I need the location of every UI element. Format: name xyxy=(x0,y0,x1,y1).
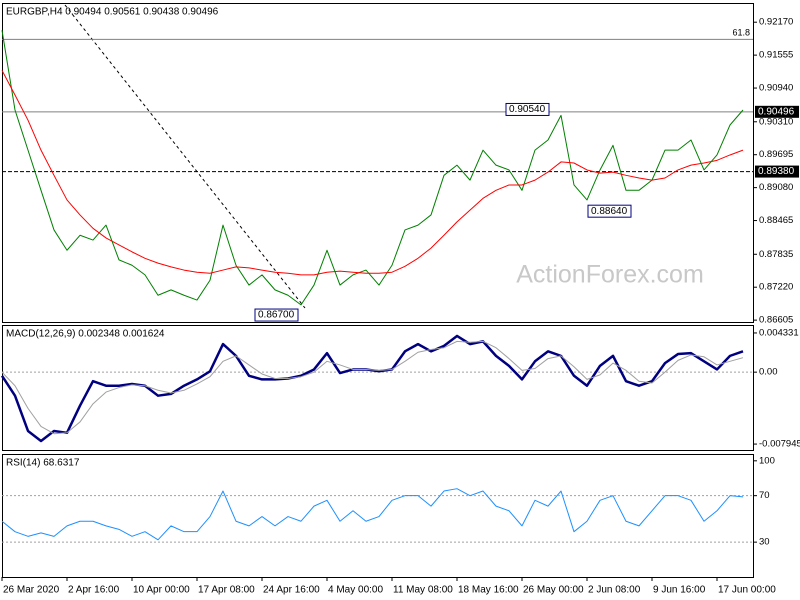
x-tick-label: 17 Apr 08:00 xyxy=(198,585,255,596)
y-tick-label: 0.91555 xyxy=(759,50,793,61)
level-label-box xyxy=(755,165,799,178)
x-tick-label: 2 Apr 16:00 xyxy=(68,585,120,596)
panel-title: MACD(12,26,9) 0.002348 0.001624 xyxy=(6,329,165,340)
y-tick-label: -0.007945 xyxy=(759,439,800,450)
y-tick-label: 30 xyxy=(759,537,770,548)
x-tick-label: 24 Apr 16:00 xyxy=(263,585,320,596)
x-tick-label: 11 May 08:00 xyxy=(393,585,453,596)
y-tick-label: 0.90940 xyxy=(759,83,793,94)
y-tick-label: 0.87220 xyxy=(759,282,793,293)
panel-title: RSI(14) 68.6317 xyxy=(6,458,80,469)
series-line xyxy=(1,70,744,276)
y-tick-label: 0.89695 xyxy=(759,149,793,160)
trend-line xyxy=(64,4,306,309)
annotation-label: 0.90540 xyxy=(509,104,546,115)
panel-title: EURGBP,H4 0.90494 0.90561 0.90438 0.9049… xyxy=(6,7,219,18)
y-tick-label: 100 xyxy=(759,455,775,466)
annotation-box xyxy=(254,308,299,322)
x-tick-label: 2 Jun 08:00 xyxy=(588,585,641,596)
x-tick-label: 4 May 00:00 xyxy=(328,585,383,596)
x-tick-label: 9 Jun 16:00 xyxy=(653,585,706,596)
level-label: 0.89380 xyxy=(758,166,795,177)
level-label: 0.90496 xyxy=(758,106,795,117)
level-label-box xyxy=(755,105,799,118)
y-tick-label: 0.00 xyxy=(759,367,778,378)
level-label: 61.8 xyxy=(732,28,750,38)
y-tick-label: 0.92170 xyxy=(759,17,793,28)
macd-panel xyxy=(2,325,754,451)
y-tick-label: 0.87835 xyxy=(759,249,793,260)
watermark: ActionForex.com xyxy=(516,261,704,289)
y-tick-label: 0.90310 xyxy=(759,116,793,127)
y-tick-label: 0.88465 xyxy=(759,215,793,226)
rsi-panel xyxy=(2,454,754,578)
annotation-box xyxy=(505,102,550,116)
x-tick-label: 10 Apr 00:00 xyxy=(133,585,190,596)
series-line xyxy=(1,488,744,541)
y-tick-label: 0.86605 xyxy=(759,315,793,326)
x-tick-label: 18 May 16:00 xyxy=(458,585,519,596)
series-line xyxy=(1,340,744,435)
annotation-box xyxy=(587,204,632,218)
y-tick-label: 0.89080 xyxy=(759,182,793,193)
x-tick-label: 17 Jun 00:00 xyxy=(718,585,776,596)
x-tick-label: 26 Mar 2020 xyxy=(3,585,60,596)
x-tick-label: 26 May 00:00 xyxy=(523,585,584,596)
annotation-label: 0.88640 xyxy=(591,206,628,217)
annotation-label: 0.86700 xyxy=(258,310,295,321)
y-tick-label: 0.004331 xyxy=(759,327,799,338)
price-panel xyxy=(2,3,754,323)
y-tick-label: 70 xyxy=(759,490,770,501)
series-line xyxy=(1,30,744,306)
